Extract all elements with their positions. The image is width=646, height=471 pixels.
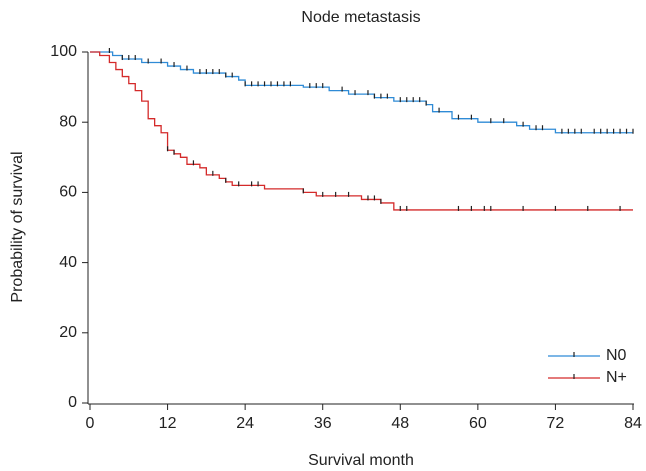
x-tick-label: 60: [469, 415, 487, 432]
survival-curve: [90, 51, 633, 211]
x-tick-label: 48: [391, 415, 409, 432]
y-tick-label: 40: [59, 254, 77, 271]
y-tick-label: 0: [68, 394, 77, 411]
x-tick-label: 72: [547, 415, 565, 432]
y-tick-label: 80: [59, 113, 77, 130]
chart-title: Node metastasis: [301, 9, 420, 26]
x-tick-label: 0: [86, 415, 95, 432]
x-tick-label: 36: [314, 415, 332, 432]
x-tick-label: 12: [159, 415, 177, 432]
x-tick-label: 24: [236, 415, 254, 432]
legend-label: N+: [606, 369, 627, 386]
y-tick-label: 20: [59, 324, 77, 341]
y-tick-label: 100: [50, 43, 77, 60]
x-axis-label: Survival month: [308, 452, 414, 469]
survival-curve: [90, 51, 633, 134]
x-tick-label: 84: [624, 415, 642, 432]
legend-label: N0: [606, 347, 627, 364]
y-axis-label: Probability of survival: [9, 151, 26, 302]
y-tick-label: 60: [59, 184, 77, 201]
